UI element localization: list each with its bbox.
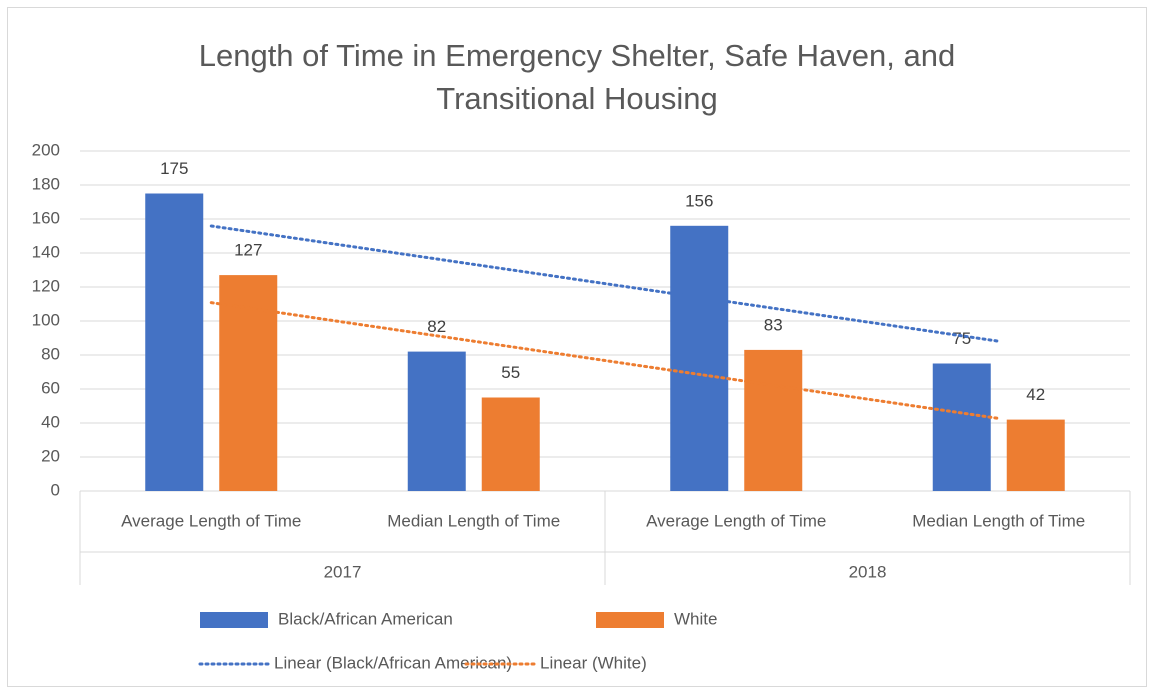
x-tick-label: Median Length of Time [912, 511, 1085, 530]
y-tick-label: 100 [32, 310, 60, 329]
bar [744, 349, 803, 491]
bar [145, 193, 204, 491]
legend-swatch [200, 612, 268, 628]
bar [481, 397, 540, 491]
y-tick-label: 200 [32, 140, 60, 159]
data-label: 156 [685, 191, 713, 210]
y-tick-label: 160 [32, 208, 60, 227]
x-tick-label: Median Length of Time [387, 511, 560, 530]
chart-title: Transitional Housing [436, 81, 717, 116]
legend-label: White [674, 609, 717, 628]
group-label: 2017 [324, 562, 362, 581]
data-label: 127 [234, 241, 262, 260]
y-tick-label: 20 [41, 446, 60, 465]
data-label: 55 [501, 363, 520, 382]
data-label: 175 [160, 159, 188, 178]
data-label: 42 [1026, 385, 1045, 404]
legend-label: Linear (White) [540, 653, 647, 672]
x-tick-label: Average Length of Time [121, 511, 301, 530]
y-tick-label: 180 [32, 174, 60, 193]
x-tick-label: Average Length of Time [646, 511, 826, 530]
bar [407, 351, 466, 491]
legend-label: Linear (Black/African American) [274, 653, 512, 672]
group-label: 2018 [849, 562, 887, 581]
y-tick-label: 140 [32, 242, 60, 261]
data-label: 83 [764, 315, 783, 334]
data-label: 82 [427, 317, 446, 336]
legend-swatch [596, 612, 664, 628]
bar [670, 225, 729, 492]
chart-title: Length of Time in Emergency Shelter, Saf… [199, 38, 956, 73]
bar [932, 363, 991, 491]
bar [1006, 419, 1065, 491]
y-tick-label: 80 [41, 344, 60, 363]
y-tick-label: 120 [32, 276, 60, 295]
trendline [209, 224, 1001, 343]
y-tick-label: 60 [41, 378, 60, 397]
trendline [209, 301, 1001, 420]
data-label: 75 [952, 329, 971, 348]
legend-label: Black/African American [278, 609, 453, 628]
y-tick-label: 40 [41, 412, 60, 431]
y-tick-label: 0 [51, 480, 60, 499]
